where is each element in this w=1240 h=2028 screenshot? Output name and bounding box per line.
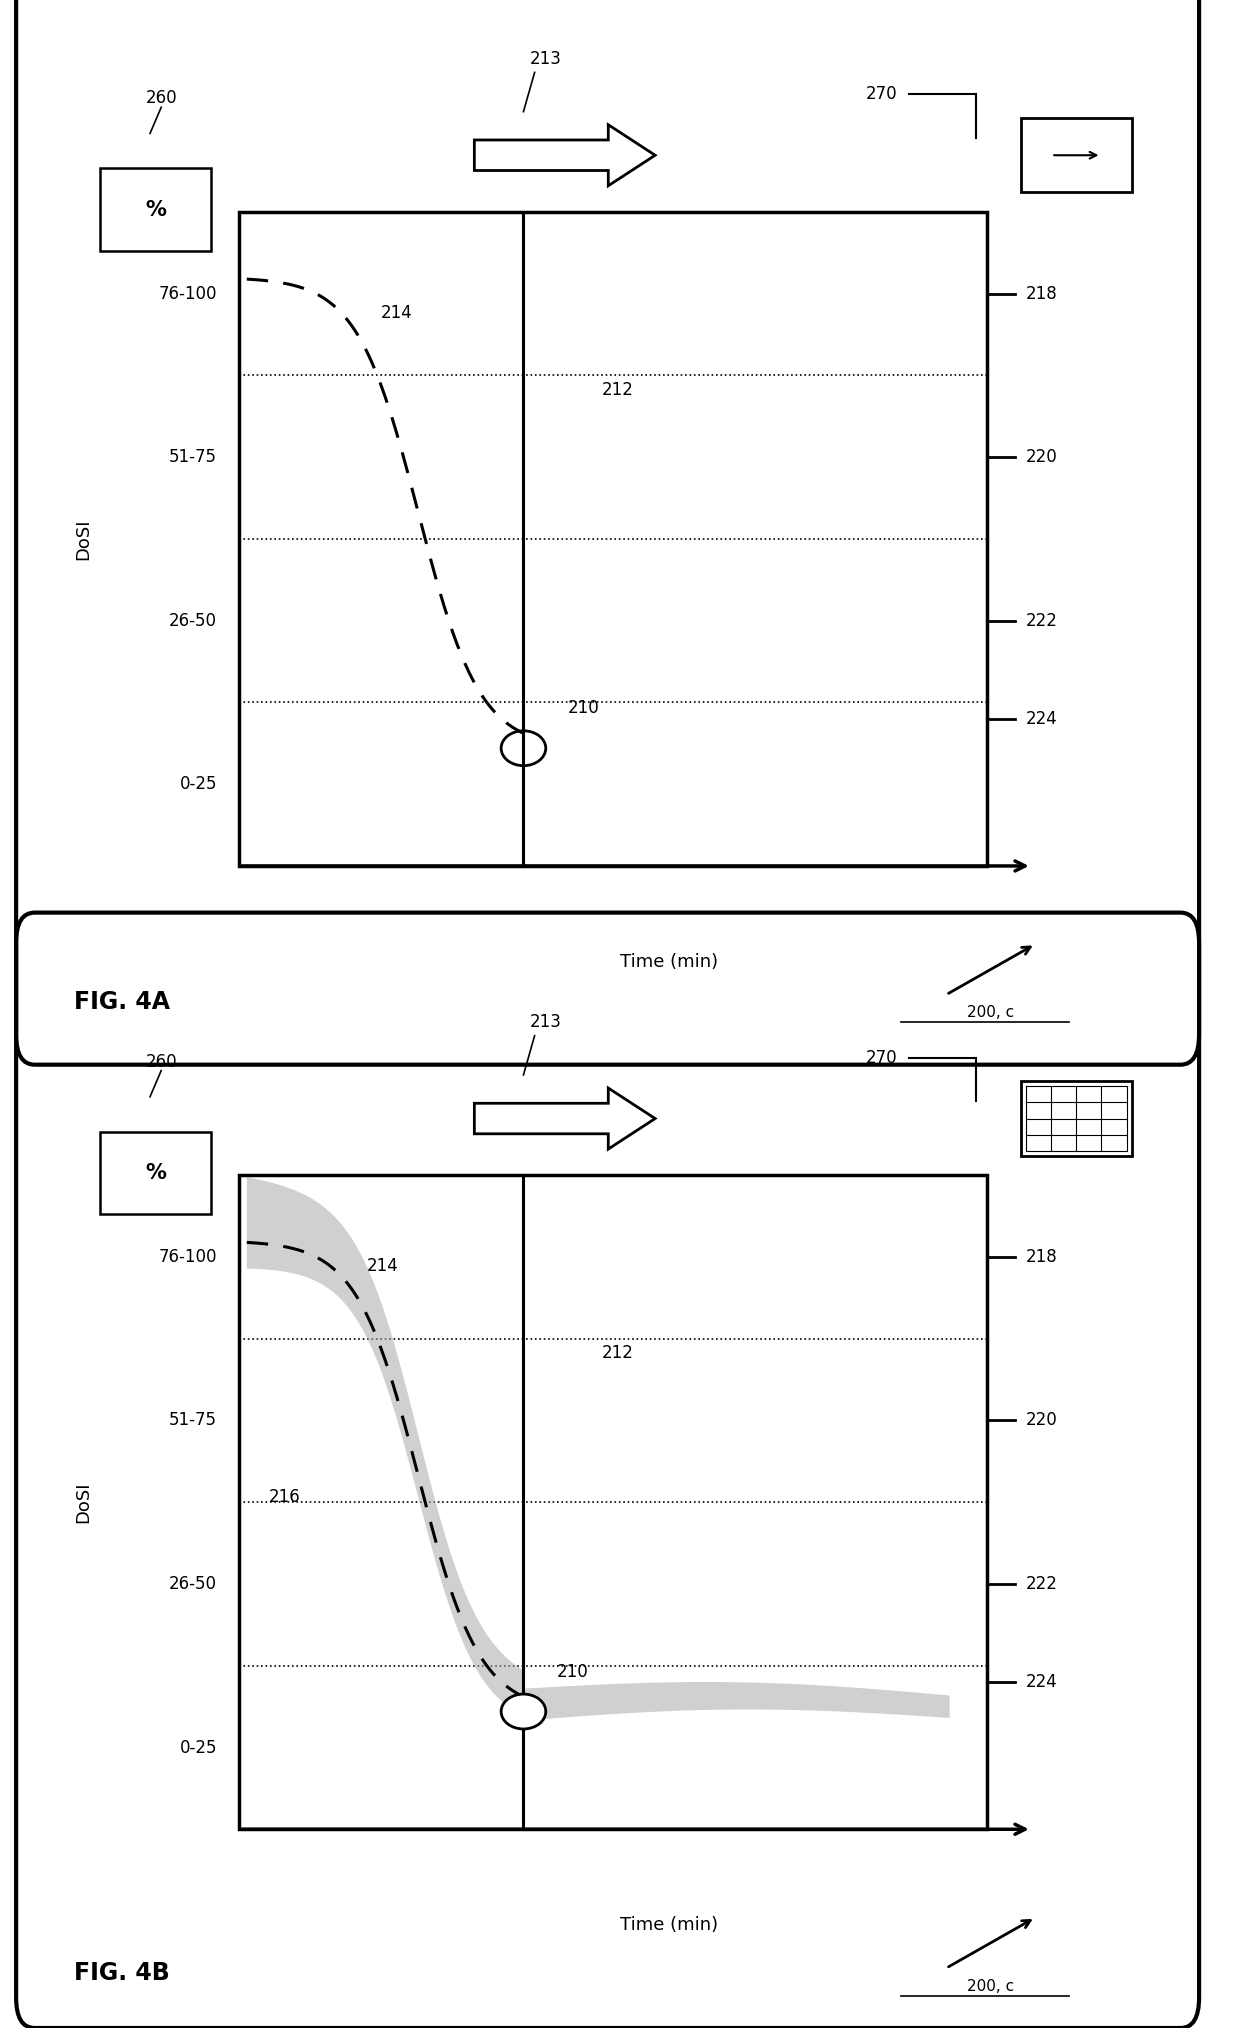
Polygon shape: [475, 1087, 655, 1150]
Text: 224: 224: [1027, 1673, 1058, 1691]
Bar: [239, 1174, 987, 1829]
Text: 260: 260: [145, 1053, 177, 1071]
Text: Time (min): Time (min): [620, 1916, 718, 1935]
Text: 51-75: 51-75: [169, 448, 217, 466]
Text: 76-100: 76-100: [159, 284, 217, 302]
Text: 220: 220: [1027, 1411, 1058, 1430]
FancyBboxPatch shape: [1021, 1081, 1132, 1156]
Text: 76-100: 76-100: [159, 1247, 217, 1265]
Polygon shape: [475, 126, 655, 187]
Text: 0-25: 0-25: [180, 775, 217, 793]
Text: 26-50: 26-50: [169, 612, 217, 631]
Polygon shape: [247, 1176, 950, 1720]
FancyBboxPatch shape: [100, 1132, 211, 1215]
Bar: [239, 213, 987, 866]
Text: 222: 222: [1027, 612, 1058, 631]
FancyBboxPatch shape: [100, 168, 211, 251]
FancyBboxPatch shape: [1021, 118, 1132, 193]
Text: DoSI: DoSI: [74, 1482, 92, 1523]
Text: 214: 214: [381, 304, 412, 322]
Text: 270: 270: [866, 1048, 898, 1067]
Text: %: %: [145, 199, 166, 219]
Text: %: %: [145, 1162, 166, 1182]
Text: 210: 210: [568, 700, 600, 718]
Text: 218: 218: [1027, 284, 1058, 302]
Text: 51-75: 51-75: [169, 1411, 217, 1430]
Text: 218: 218: [1027, 1247, 1058, 1265]
Text: 212: 212: [601, 381, 634, 400]
Text: DoSI: DoSI: [74, 519, 92, 560]
Text: 212: 212: [601, 1345, 634, 1363]
Text: 213: 213: [529, 51, 562, 69]
Text: FIG. 4A: FIG. 4A: [74, 990, 170, 1014]
Text: 26-50: 26-50: [169, 1576, 217, 1594]
Text: 224: 224: [1027, 710, 1058, 728]
Text: 220: 220: [1027, 448, 1058, 466]
Text: 214: 214: [367, 1257, 398, 1274]
Text: 210: 210: [557, 1663, 589, 1681]
Text: 0-25: 0-25: [180, 1738, 217, 1756]
Text: 270: 270: [866, 85, 898, 103]
Text: FIG. 4B: FIG. 4B: [74, 1961, 170, 1985]
Text: 213: 213: [529, 1014, 562, 1032]
Text: 216: 216: [269, 1489, 301, 1507]
Text: 200, c: 200, c: [967, 1006, 1014, 1020]
Circle shape: [501, 1693, 546, 1730]
Text: 200, c: 200, c: [967, 1979, 1014, 1994]
Text: 222: 222: [1027, 1576, 1058, 1594]
Text: 260: 260: [145, 89, 177, 107]
Text: Time (min): Time (min): [620, 953, 718, 971]
